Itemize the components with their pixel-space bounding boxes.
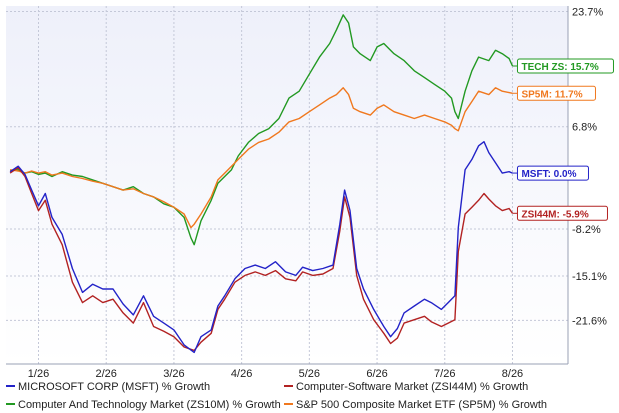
legend-label: Computer And Technology Market (ZS10M) %… <box>18 399 281 411</box>
plot-background <box>6 6 568 364</box>
x-tick-label: 3/26 <box>163 368 184 380</box>
series-line <box>9 87 513 229</box>
end-label-text: SP5M: 11.7% <box>521 89 582 100</box>
end-label-box <box>516 58 614 74</box>
series-end-labels: MSFT: 0.0% ZSI44M: -5.9% TECH ZS: 15.7% SP5… <box>512 58 614 221</box>
x-tick-label: 7/26 <box>434 368 455 380</box>
end-label-box <box>516 205 608 221</box>
end-label-text: MSFT: 0.0% <box>521 169 576 180</box>
series-lines <box>9 14 514 354</box>
y-tick-label: 23.7% <box>572 6 603 18</box>
series-line <box>9 141 513 354</box>
x-tick-label: 4/26 <box>231 368 252 380</box>
legend-item: Computer-Software Market (ZSI44M) % Grow… <box>284 381 528 393</box>
x-tick-label: 8/26 <box>502 368 523 380</box>
y-tick-label: -15.1% <box>572 271 607 283</box>
series-line <box>9 166 514 352</box>
y-tick-label: -21.6% <box>572 315 607 327</box>
legend: MICROSOFT CORP (MSFT) % Growth Computer-… <box>6 381 547 411</box>
x-tick-label: 5/26 <box>299 368 320 380</box>
y-axis-ticks: 23.7% 6.8% -8.2% -15.1% -21.6% <box>572 6 607 327</box>
y-tick-label: 6.8% <box>572 122 597 134</box>
grid-lines <box>6 6 568 364</box>
x-tick-label: 1/26 <box>28 368 49 380</box>
legend-label: MICROSOFT CORP (MSFT) % Growth <box>18 381 210 393</box>
end-label-text: ZSI44M: -5.9% <box>521 209 588 220</box>
end-label-text: TECH ZS: 15.7% <box>521 62 598 73</box>
legend-item: S&P 500 Composite Market ETF (SP5M) % Gr… <box>284 399 547 411</box>
series-line <box>9 14 514 246</box>
x-tick-label: 6/26 <box>366 368 387 380</box>
legend-label: S&P 500 Composite Market ETF (SP5M) % Gr… <box>296 399 547 411</box>
y-tick-label: -8.2% <box>572 224 601 236</box>
legend-item: Computer And Technology Market (ZS10M) %… <box>6 399 281 411</box>
x-axis-ticks: 1/26 2/26 3/26 4/26 5/26 6/26 7/26 8/26 <box>28 368 523 380</box>
x-tick-label: 2/26 <box>96 368 117 380</box>
end-label-box <box>516 85 596 101</box>
legend-label: Computer-Software Market (ZSI44M) % Grow… <box>296 381 528 393</box>
legend-item: MICROSOFT CORP (MSFT) % Growth <box>6 381 210 393</box>
end-label-box <box>516 165 589 181</box>
